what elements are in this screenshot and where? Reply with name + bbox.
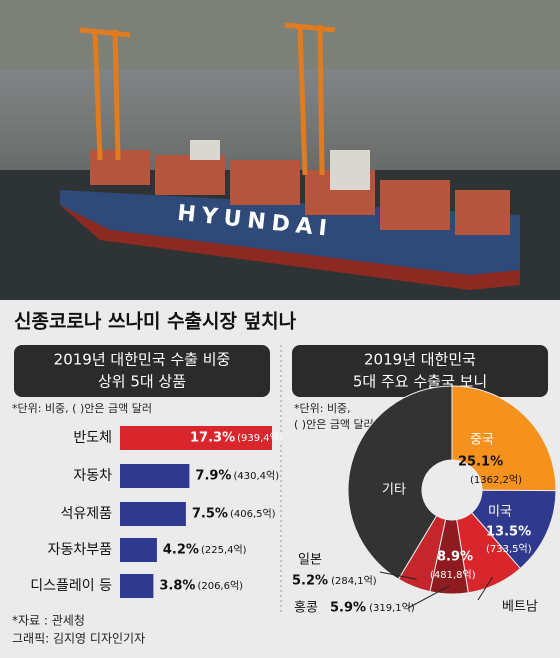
- amount-label: (406,5억): [230, 508, 276, 520]
- pie-note: *단위: 비중,: [294, 402, 351, 415]
- bar-title: 2019년 대한민국 수출 비중: [54, 351, 231, 369]
- category-label: 석유제품: [60, 506, 112, 522]
- title: 신종코로나 쓰나미 수출시장 덮치나: [14, 311, 297, 333]
- slice-amount: (319,1억): [369, 602, 415, 614]
- value-label: 17.3%: [190, 431, 235, 446]
- slice-name: 베트남: [502, 600, 538, 615]
- source: *자료 : 관세청: [12, 614, 85, 628]
- leader-line: [379, 571, 417, 580]
- bar: [120, 538, 157, 562]
- slice-name: 기타: [382, 483, 406, 498]
- leader-line: [477, 576, 494, 601]
- slice-value: 8.9%: [437, 550, 473, 565]
- value-label: 3.8%: [159, 579, 195, 594]
- bar: [120, 426, 272, 450]
- slice-name: 중국: [470, 433, 494, 448]
- slice-value: 13.5%: [486, 525, 531, 540]
- amount-label: (939,4억): [237, 432, 283, 444]
- bar-note: *단위: 비중, ( )안은 금액 달러: [12, 402, 152, 415]
- right-header-box: [292, 345, 548, 397]
- slice-value: 5.2%: [292, 574, 328, 589]
- value-label: 4.2%: [163, 543, 199, 558]
- category-label: 반도체: [73, 430, 112, 446]
- donut-hole: [422, 460, 482, 520]
- slice-name: 일본: [298, 553, 322, 568]
- amount-label: (206,6억): [197, 580, 243, 592]
- category-label: 디스플레이 등: [30, 578, 112, 594]
- pie-note: ( )안은 금액 달러: [294, 418, 374, 431]
- slice-amount: (733,5억): [486, 543, 532, 555]
- bar-subtitle: 상위 5대 상품: [98, 373, 186, 391]
- slice-amount: (1362,2억): [470, 474, 522, 486]
- category-label: 자동차부품: [48, 542, 113, 558]
- slice-value: 25.1%: [458, 455, 503, 470]
- bar: [120, 502, 186, 526]
- amount-label: (225,4억): [201, 544, 247, 556]
- slice-name: 홍콩: [294, 601, 318, 616]
- credit: 그래픽: 김지영 디자인기자: [12, 632, 145, 646]
- slice-value: 5.9%: [330, 601, 366, 616]
- bar: [120, 574, 154, 598]
- slice-name: 미국: [488, 505, 512, 520]
- leader-line: [407, 585, 450, 609]
- value-label: 7.9%: [195, 469, 231, 484]
- value-label: 7.5%: [192, 507, 228, 522]
- slice-amount: (481,8억): [430, 569, 476, 581]
- bar: [120, 464, 190, 488]
- slice-amount: (284,1억): [331, 575, 377, 587]
- photo: HYUNDAI: [0, 0, 560, 300]
- pie-title: 2019년 대한민국: [364, 351, 476, 369]
- left-header-box: [14, 345, 270, 397]
- category-label: 자동차: [73, 468, 112, 484]
- amount-label: (430,4억): [233, 470, 279, 482]
